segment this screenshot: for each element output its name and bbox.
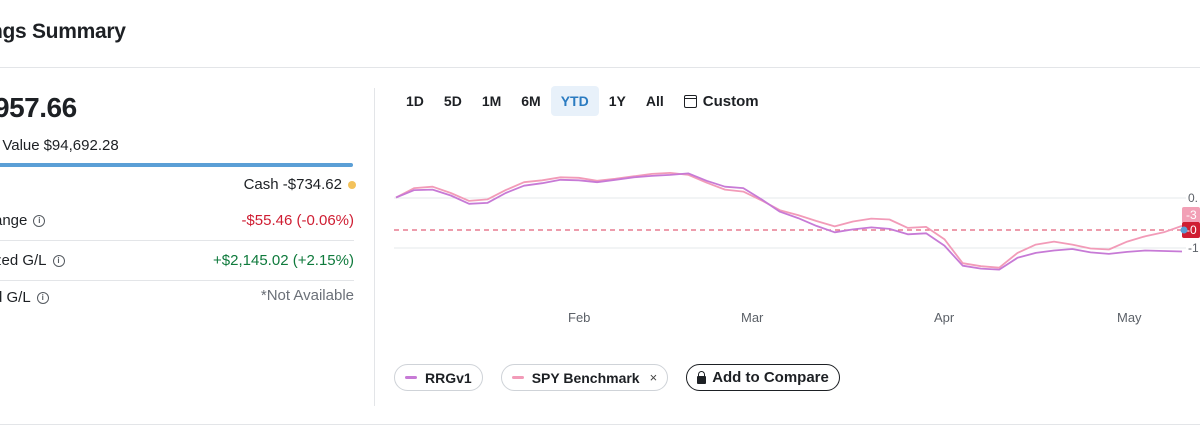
tab-1m[interactable]: 1M [481, 93, 502, 109]
total-value: 957.66 [0, 92, 77, 123]
close-icon[interactable]: × [649, 370, 658, 385]
y-tick-label: 0. [1188, 191, 1198, 205]
bottom-divider [0, 424, 1200, 425]
x-tick-label: Feb [568, 310, 590, 325]
day-change-row: ange i -$55.46 (-0.06%) [0, 201, 354, 241]
realized-gl-label: d G/L [0, 289, 31, 306]
legend-label: RRGv1 [425, 369, 472, 386]
summary-header: ngs Summary [0, 0, 1200, 68]
series-end-badge [1182, 222, 1200, 238]
net-value-row: t Value$94,692.28 [0, 137, 119, 154]
chart-legend: RRGv1 SPY Benchmark × Add to Compare [394, 364, 840, 391]
tab-6m[interactable]: 6M [521, 93, 541, 109]
custom-label: Custom [702, 92, 759, 110]
series-swatch [405, 376, 417, 379]
holdings-summary-panel: 957.66 t Value$94,692.28 Cash -$734.62 a… [0, 68, 360, 408]
unrealized-gl-row: zed G/L i +$2,145.02 (+2.15%) [0, 241, 354, 281]
tab-1y[interactable]: 1Y [608, 93, 626, 109]
info-icon[interactable]: i [36, 291, 49, 304]
net-value-label: t Value [0, 137, 40, 154]
series-line-spy-benchmark [395, 171, 1183, 269]
series-end-badge-label: -3 [1186, 208, 1197, 222]
day-change-value: -$55.46 (-0.06%) [241, 212, 354, 229]
add-to-compare-label: Add to Compare [712, 369, 829, 386]
tab-1d[interactable]: 1D [406, 93, 424, 109]
page-title: ngs Summary [0, 20, 126, 43]
day-change-label: ange [0, 212, 28, 229]
legend-chip-spy-benchmark[interactable]: SPY Benchmark × [500, 364, 669, 391]
y-tick-label: -1 [1188, 241, 1199, 255]
unrealized-gl-label: zed G/L [0, 252, 47, 269]
series-end-badge-label: -0 [1186, 223, 1197, 237]
x-tick-label: Mar [741, 310, 764, 325]
realized-gl-value: *Not Available [260, 287, 354, 304]
info-icon[interactable]: i [33, 214, 46, 227]
add-to-compare-button[interactable]: Add to Compare [686, 364, 840, 391]
calendar-icon [683, 94, 697, 108]
panel-divider [374, 88, 375, 406]
info-icon[interactable]: i [52, 254, 65, 267]
x-tick-label: Apr [934, 310, 955, 325]
tab-5d[interactable]: 5D [443, 93, 462, 109]
performance-chart[interactable]: 0. -1 -3 -0 Feb Mar Apr May [390, 150, 1200, 340]
series-swatch [511, 376, 524, 379]
realized-gl-row: d G/L i *Not Available [0, 279, 354, 319]
tab-all[interactable]: All [645, 93, 664, 109]
legend-chip-rrgv1[interactable]: RRGv1 [394, 364, 483, 391]
current-point-marker [1180, 226, 1188, 234]
series-line-rrgv1 [395, 172, 1183, 271]
x-tick-label: May [1117, 310, 1142, 325]
series-end-badge [1182, 207, 1200, 223]
cash-row: Cash -$734.62 [244, 176, 356, 193]
allocation-bar [0, 163, 353, 167]
lock-icon [697, 370, 707, 384]
legend-label: SPY Benchmark [531, 369, 640, 386]
tab-ytd[interactable]: YTD [550, 86, 599, 116]
tab-custom[interactable]: Custom [674, 86, 769, 116]
unrealized-gl-value: +$2,145.02 (+2.15%) [213, 252, 354, 269]
cash-dot-icon [348, 180, 356, 189]
cash-value: Cash -$734.62 [243, 176, 342, 193]
net-value-amount: $94,692.28 [43, 137, 119, 154]
time-range-tabs: 1D 5D 1M 6M YTD 1Y All Custom [396, 86, 769, 116]
